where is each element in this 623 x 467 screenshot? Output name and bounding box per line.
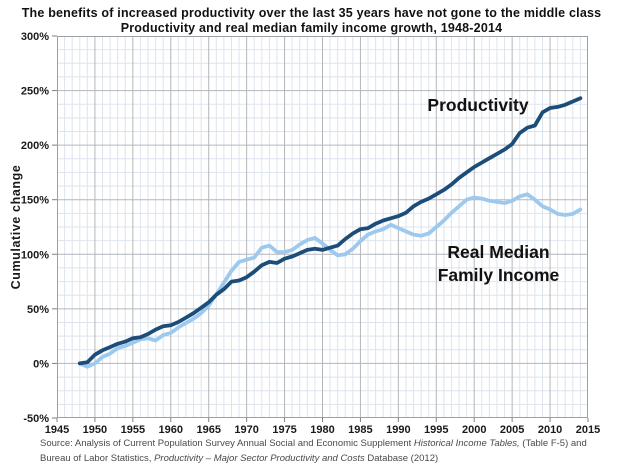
plot-area: 1945 1950 1955 1960 1965 1970 1975 1980 1985 1990… <box>21 31 600 436</box>
y-tick-label: 50% <box>27 304 49 316</box>
x-tick-label: 1960 <box>159 424 183 436</box>
y-tick-label: 250% <box>21 86 49 98</box>
x-tick-label: 1965 <box>196 424 220 436</box>
series-label: Productivity <box>427 95 528 115</box>
x-tick-label: 2015 <box>576 424 600 436</box>
y-axis-title: Cumulative change <box>9 164 23 290</box>
x-tick-label: 1945 <box>45 424 69 436</box>
series-line-real-median-family-income <box>77 192 583 369</box>
x-tick-label: 1975 <box>272 424 296 436</box>
y-tick-label: 300% <box>21 31 49 43</box>
x-tick-label: 1980 <box>310 424 334 436</box>
x-tick-label: 1950 <box>83 424 107 436</box>
y-tick-label: 150% <box>21 195 49 207</box>
source-line-1: Source: Analysis of Current Population S… <box>40 438 587 449</box>
x-tick-label: 1955 <box>121 424 145 436</box>
y-tick-label: 200% <box>21 140 49 152</box>
x-tick-label: 1995 <box>424 424 448 436</box>
x-tick-label: 2005 <box>500 424 524 436</box>
y-tick-label: 0% <box>33 358 49 370</box>
x-tick-label: 1970 <box>234 424 258 436</box>
source-note: Source: Analysis of Current Population S… <box>40 437 615 466</box>
y-tick-label: -50% <box>23 413 49 425</box>
source-line-2: Bureau of Labor Statistics, Productivity… <box>40 452 439 464</box>
series-label: Family Income <box>438 265 560 285</box>
x-tick-label: 1990 <box>386 424 410 436</box>
series-label: Real Median <box>447 242 549 262</box>
chart-title: The benefits of increased productivity o… <box>21 6 602 20</box>
x-tick-label: 2010 <box>538 424 562 436</box>
chart-subtitle: Productivity and real median family inco… <box>120 21 503 35</box>
x-tick-label: 1985 <box>348 424 372 436</box>
chart-canvas: 1945 1950 1955 1960 1965 1970 1975 1980 1985 1990… <box>21 31 600 436</box>
y-tick-label: 100% <box>21 249 49 261</box>
series-line-productivity <box>77 96 583 366</box>
x-tick-label: 2000 <box>462 424 486 436</box>
